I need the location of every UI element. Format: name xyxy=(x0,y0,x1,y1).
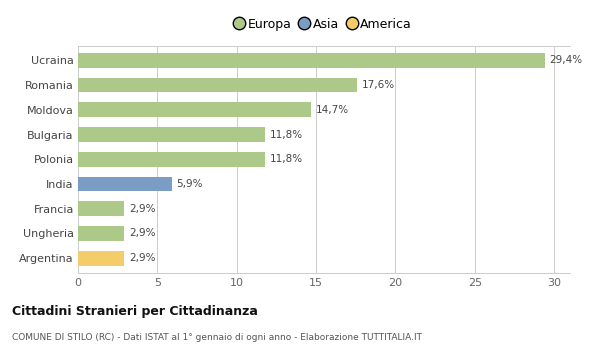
Text: 5,9%: 5,9% xyxy=(176,179,203,189)
Bar xyxy=(78,78,358,92)
Bar xyxy=(78,152,265,167)
Bar xyxy=(78,226,124,241)
Text: 11,8%: 11,8% xyxy=(270,154,303,164)
Bar xyxy=(78,53,545,68)
Text: 11,8%: 11,8% xyxy=(270,130,303,140)
Bar xyxy=(78,102,311,117)
Text: 29,4%: 29,4% xyxy=(550,55,583,65)
Text: 2,9%: 2,9% xyxy=(129,204,155,214)
Text: COMUNE DI STILO (RC) - Dati ISTAT al 1° gennaio di ogni anno - Elaborazione TUTT: COMUNE DI STILO (RC) - Dati ISTAT al 1° … xyxy=(12,332,422,342)
Bar xyxy=(78,127,265,142)
Bar xyxy=(78,201,124,216)
Bar xyxy=(78,176,172,191)
Legend: Europa, Asia, America: Europa, Asia, America xyxy=(232,14,416,35)
Text: Cittadini Stranieri per Cittadinanza: Cittadini Stranieri per Cittadinanza xyxy=(12,304,258,317)
Text: 14,7%: 14,7% xyxy=(316,105,349,115)
Text: 2,9%: 2,9% xyxy=(129,253,155,263)
Text: 17,6%: 17,6% xyxy=(362,80,395,90)
Bar xyxy=(78,251,124,266)
Text: 2,9%: 2,9% xyxy=(129,229,155,238)
